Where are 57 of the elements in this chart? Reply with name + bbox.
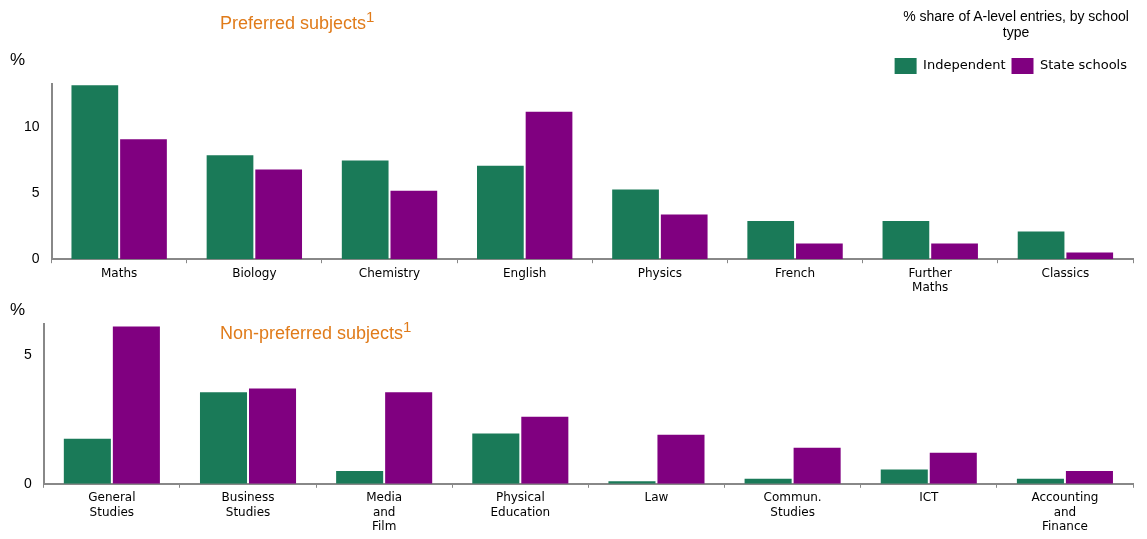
- bar: [747, 221, 795, 260]
- bar: [1017, 231, 1065, 260]
- bar: [390, 190, 438, 260]
- bar: [929, 452, 977, 484]
- y-tick-label: 0: [31, 250, 40, 267]
- y-tick-label: 10: [23, 118, 40, 135]
- x-tick-label: English: [503, 265, 547, 280]
- x-tick-label: Classics: [1041, 265, 1090, 280]
- bar: [1065, 470, 1113, 484]
- y-tick-label: 0: [23, 474, 32, 491]
- bar: [206, 155, 254, 260]
- bar: [71, 85, 119, 260]
- x-tick-label: Maths: [101, 265, 138, 280]
- bar: [882, 221, 930, 260]
- bar: [477, 165, 524, 260]
- x-tick-label: Physical Education: [490, 490, 551, 519]
- bar: [1066, 252, 1114, 260]
- x-tick-label: French: [775, 265, 815, 280]
- bar: [521, 416, 569, 484]
- text: % share of A-level entries, by school type: [902, 8, 1130, 40]
- legend-label: Independent: [923, 57, 1006, 73]
- bar: [112, 326, 160, 484]
- bar: [657, 434, 705, 484]
- bar: [796, 243, 843, 260]
- x-tick-label: Accounting and Finance: [1031, 490, 1099, 533]
- legend-label: State schools: [1040, 57, 1128, 73]
- bar: [248, 388, 297, 484]
- x-tick-label: Law: [644, 490, 669, 505]
- y-axis-title: %: [10, 300, 26, 320]
- bar: [63, 438, 111, 484]
- bar: [472, 433, 520, 484]
- y-tick-label: 5: [31, 184, 40, 201]
- x-tick-label: Business Studies: [221, 490, 275, 519]
- x-tick-label: Physics: [637, 265, 683, 280]
- bar: [255, 169, 303, 260]
- x-tick-label: Commun. Studies: [763, 490, 822, 519]
- x-tick-label: General Studies: [88, 490, 136, 519]
- bar: [793, 447, 841, 484]
- bar: [931, 243, 978, 260]
- x-tick-label: Chemistry: [358, 265, 421, 280]
- bar: [385, 392, 433, 484]
- y-tick-label: 5: [23, 345, 32, 362]
- x-tick-label: ICT: [919, 490, 940, 505]
- bar: [612, 189, 659, 260]
- bar: [336, 470, 384, 484]
- chart-title: Non-preferred subjects$^{1}$: [220, 318, 412, 344]
- x-tick-label: Further Maths: [908, 265, 952, 294]
- bar: [341, 160, 389, 260]
- bar: [880, 469, 928, 484]
- bar: [199, 392, 248, 484]
- chart-title: Preferred subjects$^{1}$: [220, 8, 375, 34]
- bar: [660, 214, 708, 260]
- y-axis-title: %: [10, 50, 26, 70]
- x-tick-label: Media and Film: [366, 490, 403, 533]
- bar: [120, 139, 167, 260]
- x-tick-label: Biology: [232, 265, 277, 280]
- bar: [525, 111, 573, 260]
